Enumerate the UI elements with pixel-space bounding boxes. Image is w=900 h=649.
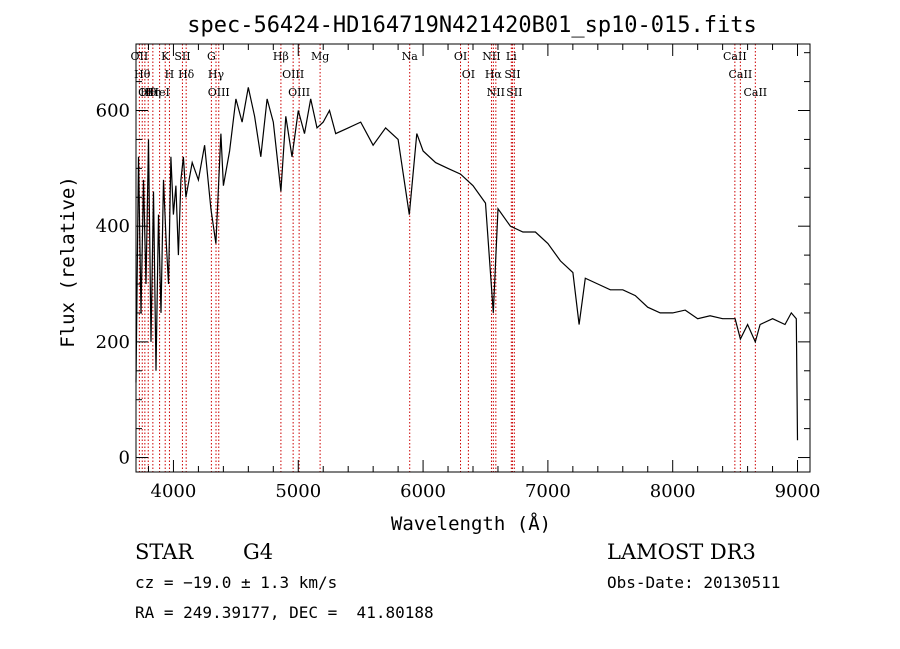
line-label-27: CaII — [729, 68, 753, 81]
line-label-11: Hγ — [208, 68, 225, 81]
line-label-18: OI — [454, 50, 467, 63]
line-label-14: OIII — [282, 68, 304, 81]
line-label-10: G — [207, 50, 216, 63]
line-label-17: Na — [402, 50, 419, 63]
line-label-9: Hδ — [178, 68, 195, 81]
line-label-15: OIII — [288, 86, 310, 99]
object-class: STAR — [135, 540, 194, 564]
object-subclass: G4 — [243, 540, 274, 564]
line-label-19: OI — [462, 68, 475, 81]
line-label-21: Hα — [485, 68, 503, 81]
line-label-7: H — [165, 68, 175, 81]
plot-frame — [135, 43, 811, 473]
emission-line-markers — [138, 44, 756, 472]
observation-date: Obs-Date: 20130511 — [607, 573, 781, 592]
x-tick-label-3: 7000 — [525, 481, 571, 502]
x-tick-label-2: 6000 — [400, 481, 446, 502]
line-label-16: Mg — [311, 50, 329, 63]
line-label-23: Li — [506, 50, 517, 63]
x-tick-label-4: 8000 — [650, 481, 696, 502]
line-label-22: NII — [487, 86, 505, 99]
line-label-6: K — [161, 50, 170, 63]
redshift-velocity: cz = −19.0 ± 1.3 km/s — [135, 573, 338, 592]
line-label-3: Hθ — [140, 86, 157, 99]
chart-title: spec-56424-HD164719N421420B01_sp10-015.f… — [187, 13, 757, 38]
y-tick-label-1: 200 — [96, 332, 130, 353]
line-label-5: HeI — [149, 86, 169, 99]
x-tick-label-1: 5000 — [275, 481, 321, 502]
y-tick-label-3: 600 — [96, 101, 130, 122]
survey-name: LAMOST DR3 — [607, 540, 756, 564]
line-label-24: SII — [504, 68, 520, 81]
line-label-13: Hβ — [273, 50, 289, 63]
line-label-12: OIII — [208, 86, 230, 99]
line-label-4: Hη — [145, 86, 161, 99]
x-tick-label-0: 4000 — [151, 481, 197, 502]
y-tick-label-2: 400 — [96, 216, 130, 237]
line-label-0: OII — [131, 50, 149, 63]
line-label-1: Hθ — [134, 68, 151, 81]
y-tick-label-0: 0 — [119, 448, 130, 469]
line-label-20: NII — [482, 50, 500, 63]
line-label-26: CaII — [723, 50, 747, 63]
axes: 4000 5000 6000 7000 8000 9000 0 200 400 600 — [96, 44, 821, 502]
emission-line-labels: OIIHθOIHθHηHeIKHSIIHδGHγOIIIHβOIIIOIIIMg… — [131, 50, 768, 99]
line-label-25: SII — [506, 86, 522, 99]
spectrum-line — [135, 87, 799, 441]
line-label-28: CaII — [743, 86, 767, 99]
x-tick-label-5: 9000 — [775, 481, 821, 502]
line-label-2: OI — [138, 86, 151, 99]
x-axis-label: Wavelength (Å) — [391, 512, 551, 535]
coordinates: RA = 249.39177, DEC = 41.80188 — [135, 603, 434, 622]
line-label-8: SII — [174, 50, 190, 63]
y-axis-label: Flux (relative) — [57, 176, 79, 348]
